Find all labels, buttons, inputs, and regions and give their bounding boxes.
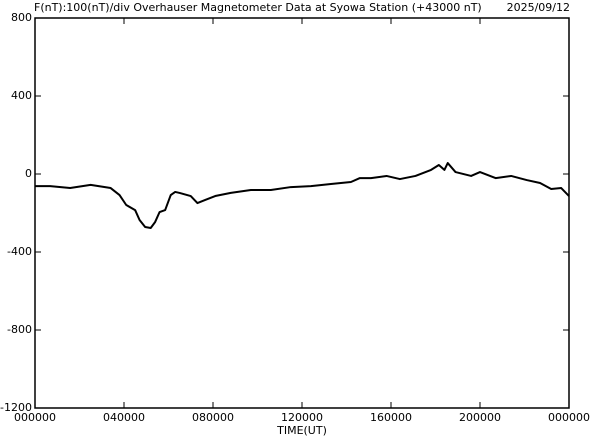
x-tick-label: 160000 bbox=[370, 411, 412, 424]
y-tick-label: 800 bbox=[11, 11, 32, 24]
y-tick-label: 0 bbox=[25, 167, 32, 180]
x-tick-label: 080000 bbox=[192, 411, 234, 424]
chart-date: 2025/09/12 bbox=[507, 1, 570, 14]
x-tick-label: 120000 bbox=[281, 411, 323, 424]
y-tick-label: -1200 bbox=[0, 401, 32, 414]
chart-title: F(nT):100(nT)/div Overhauser Magnetomete… bbox=[34, 1, 482, 14]
plot-frame bbox=[34, 17, 570, 409]
y-tick-label: -800 bbox=[7, 323, 32, 336]
y-tick-label: -400 bbox=[7, 245, 32, 258]
x-tick-label: 000000 bbox=[14, 411, 56, 424]
data-line bbox=[35, 162, 570, 230]
x-tick-label: 200000 bbox=[459, 411, 501, 424]
y-tick-label: 400 bbox=[11, 89, 32, 102]
x-tick-label: 000000 bbox=[548, 411, 590, 424]
x-tick-label: 040000 bbox=[103, 411, 145, 424]
x-axis-label: TIME(UT) bbox=[276, 424, 327, 437]
